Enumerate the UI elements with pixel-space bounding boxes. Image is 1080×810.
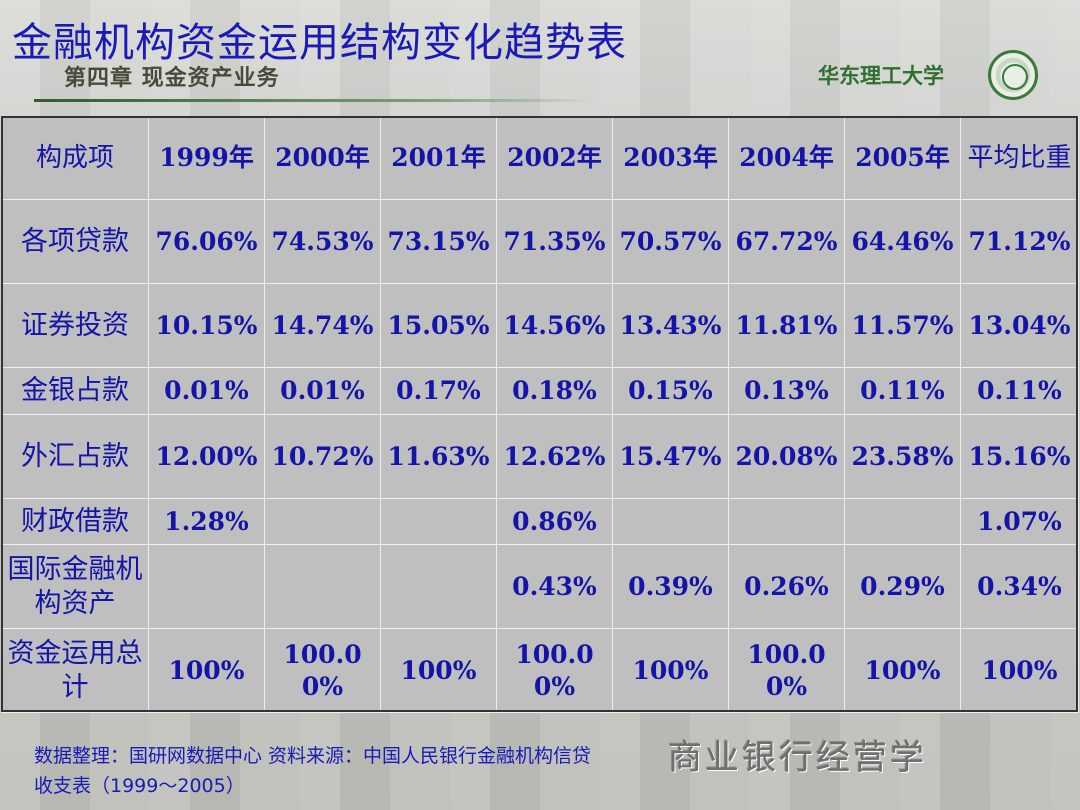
table-cell: 70.57% xyxy=(612,199,729,284)
table-cell xyxy=(148,544,265,629)
table-row: 各项贷款 76.06% 74.53% 73.15% 71.35% 70.57% … xyxy=(1,199,1079,284)
table-cell: 0.39% xyxy=(612,544,729,629)
table-cell: 0.18% xyxy=(496,367,613,415)
table-cell: 0.43% xyxy=(496,544,613,629)
table-cell: 100.00% xyxy=(496,628,613,713)
table-row: 资金运用总计 100% 100.00% 100% 100.00% 100% 10… xyxy=(1,628,1079,713)
row-label: 外汇占款 xyxy=(1,414,149,499)
table-cell: 74.53% xyxy=(264,199,381,284)
row-label: 资金运用总计 xyxy=(1,628,149,713)
table-cell: 100% xyxy=(148,628,265,713)
table-cell: 1.28% xyxy=(148,498,265,545)
row-label: 各项贷款 xyxy=(1,199,149,284)
table-cell: 10.15% xyxy=(148,283,265,368)
column-header: 2001年 xyxy=(380,116,497,200)
table-cell: 0.13% xyxy=(728,367,845,415)
column-header: 2003年 xyxy=(612,116,729,200)
column-header: 2002年 xyxy=(496,116,613,200)
table-cell: 13.04% xyxy=(960,283,1079,368)
table-cell: 100% xyxy=(380,628,497,713)
table-cell: 1.07% xyxy=(960,498,1079,545)
table-cell xyxy=(380,544,497,629)
table-cell: 67.72% xyxy=(728,199,845,284)
table-cell xyxy=(264,544,381,629)
table-cell: 12.62% xyxy=(496,414,613,499)
table-row: 国际金融机构资产 0.43% 0.39% 0.26% 0.29% 0.34% xyxy=(1,544,1079,629)
table-cell: 0.11% xyxy=(960,367,1079,415)
chapter-label: 第四章 现金资产业务 xyxy=(64,65,280,91)
table-cell: 13.43% xyxy=(612,283,729,368)
table-cell xyxy=(264,498,381,545)
table-cell: 10.72% xyxy=(264,414,381,499)
table-cell: 15.16% xyxy=(960,414,1079,499)
slide-title: 金融机构资金运用结构变化趋势表 xyxy=(12,20,627,66)
header-divider xyxy=(34,99,594,102)
column-header: 2000年 xyxy=(264,116,381,200)
column-header: 平均比重 xyxy=(960,116,1079,200)
table-cell: 76.06% xyxy=(148,199,265,284)
table-cell xyxy=(844,498,961,545)
row-label: 财政借款 xyxy=(1,498,149,545)
table-cell: 12.00% xyxy=(148,414,265,499)
table-cell: 100% xyxy=(960,628,1079,713)
table-cell: 0.11% xyxy=(844,367,961,415)
column-header: 1999年 xyxy=(148,116,265,200)
table-row: 外汇占款 12.00% 10.72% 11.63% 12.62% 15.47% … xyxy=(1,414,1079,499)
table-cell: 100% xyxy=(612,628,729,713)
column-header: 2004年 xyxy=(728,116,845,200)
table-cell: 100.00% xyxy=(728,628,845,713)
table-cell: 23.58% xyxy=(844,414,961,499)
university-name: 华东理工大学 xyxy=(818,63,944,88)
table-cell: 100.00% xyxy=(264,628,381,713)
table-cell xyxy=(380,498,497,545)
data-table: 构成项 1999年 2000年 2001年 2002年 2003年 2004年 … xyxy=(1,116,1079,713)
table-cell: 71.35% xyxy=(496,199,613,284)
table-cell: 0.86% xyxy=(496,498,613,545)
table-cell: 11.81% xyxy=(728,283,845,368)
row-label: 金银占款 xyxy=(1,367,149,415)
table-cell xyxy=(612,498,729,545)
table-cell: 14.56% xyxy=(496,283,613,368)
table-cell: 71.12% xyxy=(960,199,1079,284)
table-cell: 0.34% xyxy=(960,544,1079,629)
table-row: 金银占款 0.01% 0.01% 0.17% 0.18% 0.15% 0.13%… xyxy=(1,367,1079,415)
table-cell: 0.01% xyxy=(264,367,381,415)
table-cell: 14.74% xyxy=(264,283,381,368)
table-cell xyxy=(728,498,845,545)
table-cell: 15.05% xyxy=(380,283,497,368)
table-cell: 0.01% xyxy=(148,367,265,415)
source-footnote: 数据整理：国研网数据中心 资料来源：中国人民银行金融机构信贷收支表（1999～2… xyxy=(34,745,592,797)
table-cell: 0.15% xyxy=(612,367,729,415)
column-header: 2005年 xyxy=(844,116,961,200)
university-seal-icon xyxy=(988,50,1038,100)
course-title: 商业银行经营学 xyxy=(668,738,927,778)
row-label: 证券投资 xyxy=(1,283,149,368)
table-cell: 20.08% xyxy=(728,414,845,499)
table-cell: 100% xyxy=(844,628,961,713)
table-cell: 73.15% xyxy=(380,199,497,284)
table-row: 证券投资 10.15% 14.74% 15.05% 14.56% 13.43% … xyxy=(1,283,1079,368)
table-row: 财政借款 1.28% 0.86% 1.07% xyxy=(1,498,1079,545)
table-cell: 11.57% xyxy=(844,283,961,368)
table-cell: 64.46% xyxy=(844,199,961,284)
row-label: 国际金融机构资产 xyxy=(1,544,149,629)
table-cell: 0.17% xyxy=(380,367,497,415)
table-cell: 0.29% xyxy=(844,544,961,629)
column-header: 构成项 xyxy=(1,116,149,200)
table-header-row: 构成项 1999年 2000年 2001年 2002年 2003年 2004年 … xyxy=(1,116,1079,200)
table-cell: 0.26% xyxy=(728,544,845,629)
table-cell: 11.63% xyxy=(380,414,497,499)
table-cell: 15.47% xyxy=(612,414,729,499)
